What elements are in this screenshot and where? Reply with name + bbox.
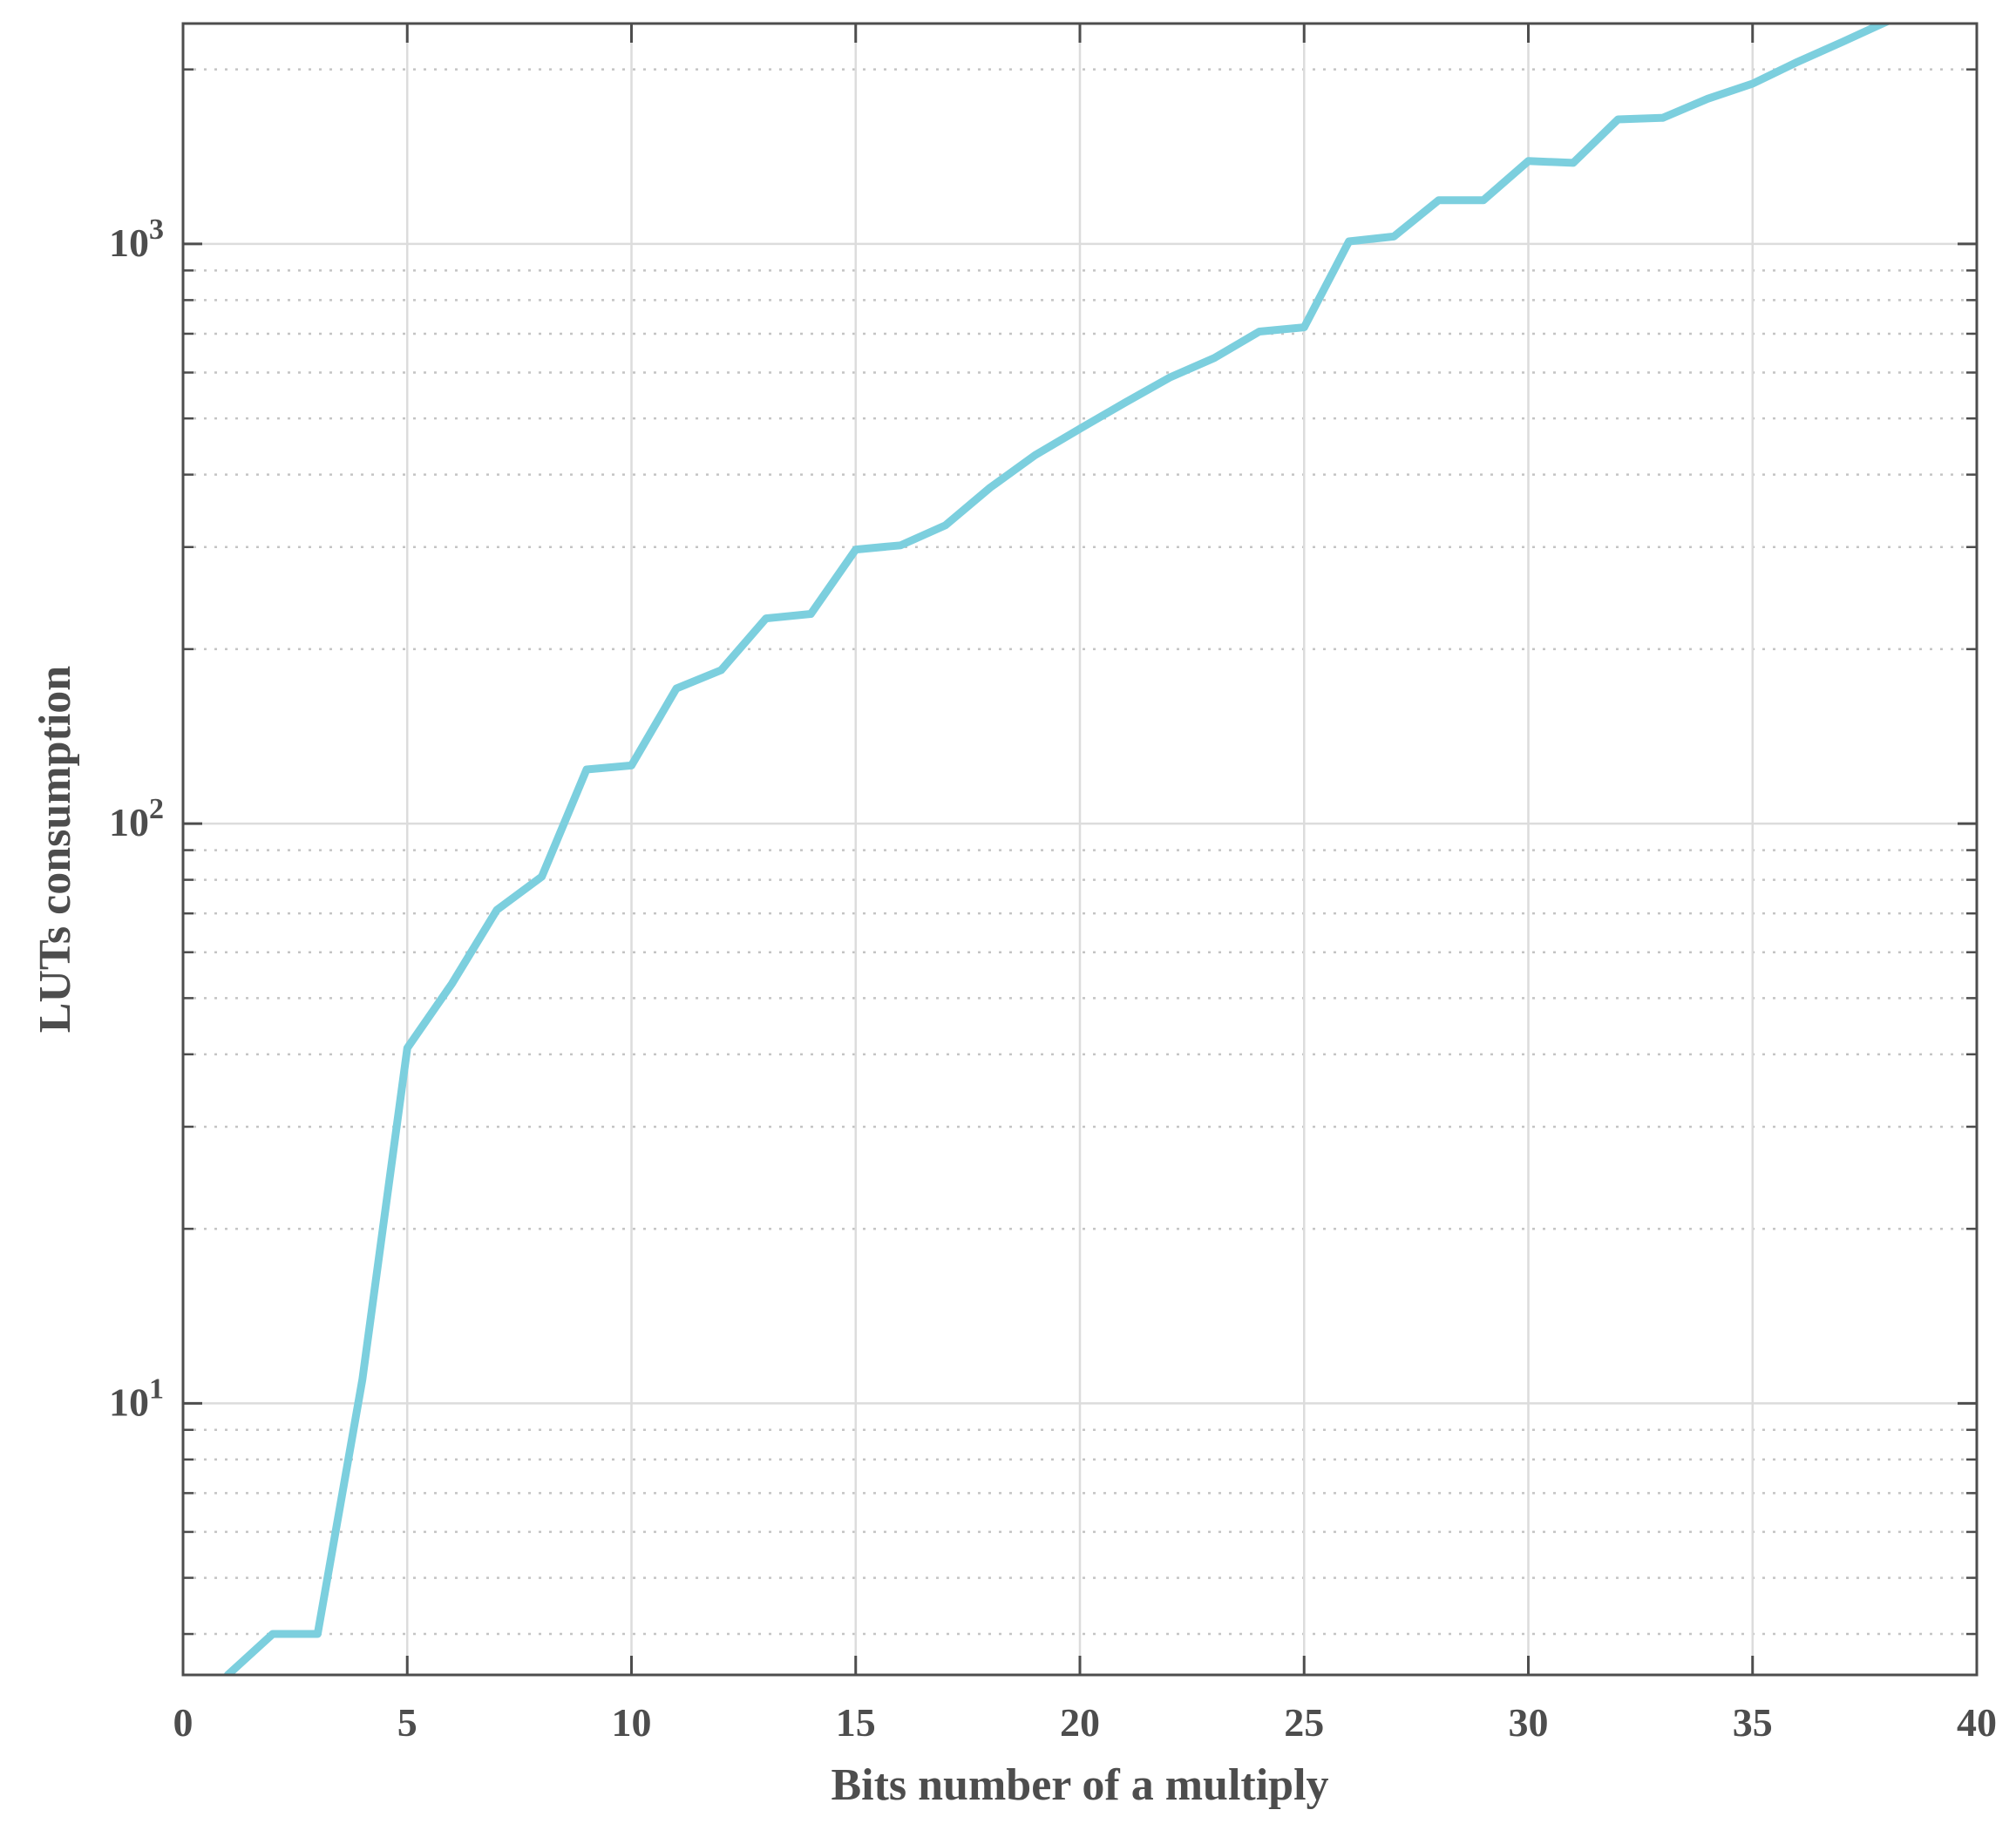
series-line <box>223 24 1893 1675</box>
x-tick-label: 10 <box>612 1700 652 1745</box>
x-tick-label: 15 <box>836 1700 876 1745</box>
x-tick-label: 40 <box>1957 1700 1997 1745</box>
y-tick-label: 101 <box>109 1373 164 1424</box>
x-tick-labels: 0 5 10 15 20 25 30 35 40 <box>173 1700 1998 1745</box>
x-tick-label: 25 <box>1284 1700 1324 1745</box>
x-tick-label: 30 <box>1509 1700 1549 1745</box>
x-tick-label: 5 <box>397 1700 417 1745</box>
series-layer <box>223 24 1893 1675</box>
tick-marks <box>181 24 1979 1675</box>
x-tick-label: 0 <box>173 1700 193 1745</box>
y-tick-labels: 101 102 103 <box>109 214 164 1424</box>
major-grid <box>183 24 1977 1675</box>
y-tick-label: 102 <box>109 793 164 844</box>
y-tick-label: 103 <box>109 214 164 265</box>
x-tick-label: 20 <box>1060 1700 1100 1745</box>
x-axis-title: Bits number of a multiply <box>831 1760 1328 1810</box>
x-tick-label: 35 <box>1733 1700 1773 1745</box>
y-axis-title: LUTs consumption <box>31 666 80 1034</box>
